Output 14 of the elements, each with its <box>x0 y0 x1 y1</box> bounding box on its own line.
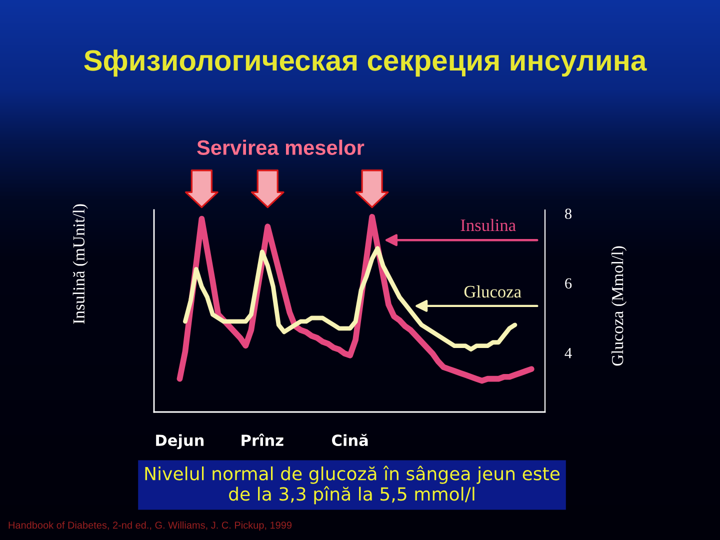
y-axis-title: Glucoza (Mmol/l) <box>611 246 627 366</box>
x-tick-label: Dejun <box>156 434 204 450</box>
y-tick-label: 8 <box>565 208 572 219</box>
text: Handbook of Diabetes, 2-nd ed., G. Williams, J. C. Pickup, 1999 <box>8 521 292 531</box>
x-tick-label: Prînz <box>242 434 284 446</box>
text: Nivelul normal de glucoză în sângea jeun este de la 3,3 pînă la 5,5 mmol/l <box>145 466 560 504</box>
y-tick-label: 4 <box>564 348 572 358</box>
chart-title: Sфизиологическая секреция инсулина <box>84 49 647 77</box>
y-tick-label: 6 <box>565 278 572 289</box>
x-tick-label: Cină <box>332 434 368 446</box>
series-label: Glucoza <box>464 285 522 298</box>
text: Insulina <box>460 218 516 232</box>
y-axis-title: Insulină (mUnit/l) <box>72 204 88 324</box>
text: Servirea meselor <box>197 140 364 155</box>
